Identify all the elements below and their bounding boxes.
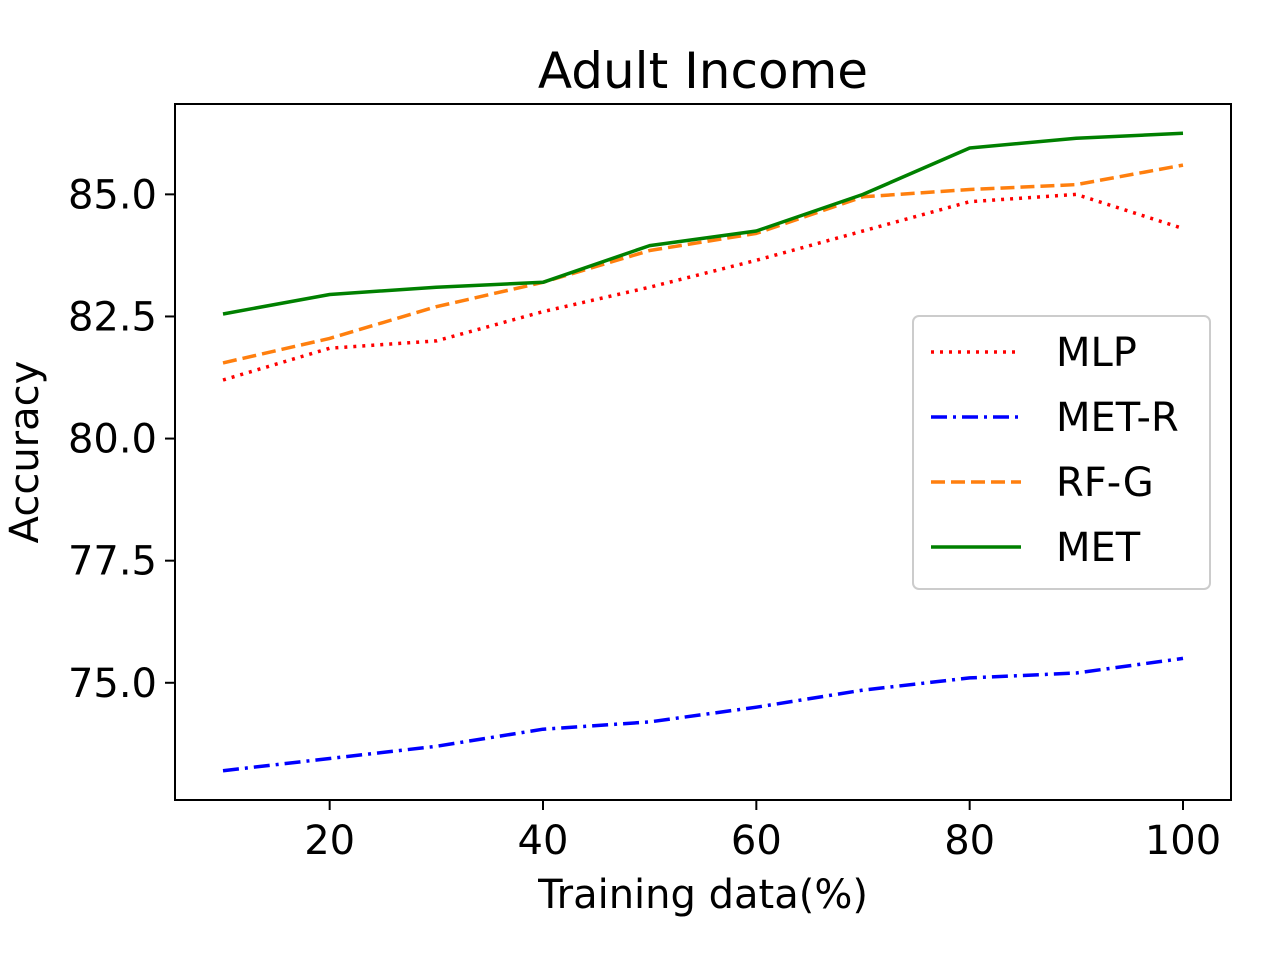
x-tick-label: 80 [944,818,995,864]
y-tick-label: 77.5 [68,539,157,585]
x-tick-label: 40 [518,818,569,864]
series-line-met-r [222,656,1184,773]
x-tick-label: 60 [731,818,782,864]
series-line-met [222,131,1184,316]
legend-label-mlp: MLP [1056,330,1137,376]
plot-area [222,131,1184,773]
y-axis-label: Accuracy [2,361,48,544]
plot-frame [174,103,1232,801]
x-axis-label: Training data(%) [537,872,868,918]
series-line-rf-g [222,163,1184,365]
x-tick-label: 20 [304,818,355,864]
legend-label-met-r: MET-R [1056,395,1179,441]
legend-frame [912,315,1211,590]
y-axis: 75.0 77.5 80.0 82.5 85.0 [68,172,175,707]
x-tick-label: 100 [1145,818,1221,864]
y-tick-label: 82.5 [68,294,157,340]
legend-label-met: MET [1056,525,1141,571]
y-tick-label: 85.0 [68,172,157,218]
chart-title: Adult Income [538,42,868,100]
legend: MLP MET-R RF-G MET [912,315,1211,590]
y-tick-label: 75.0 [68,661,157,707]
x-axis: 20 40 60 80 100 [304,800,1221,864]
legend-label-rf-g: RF-G [1056,460,1154,506]
y-tick-label: 80.0 [68,417,157,463]
series-line-mlp [222,192,1184,382]
